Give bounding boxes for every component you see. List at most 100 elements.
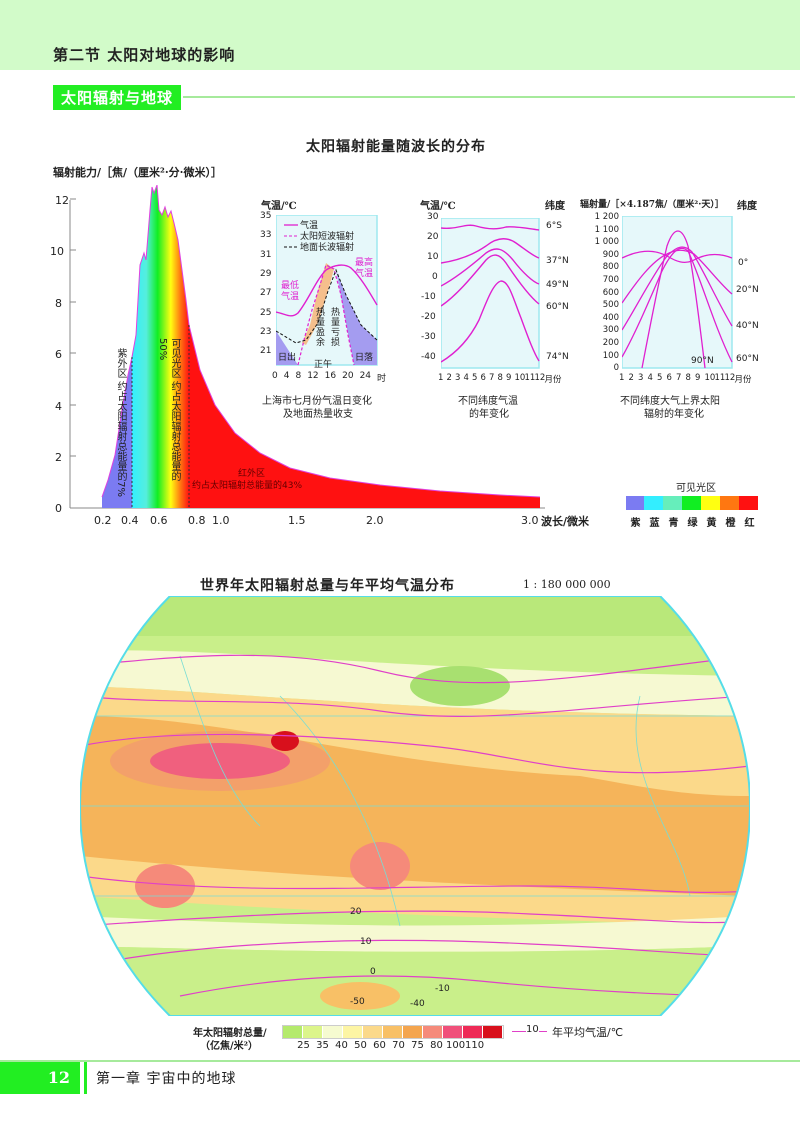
xtick: 4 (463, 373, 469, 383)
xtick: 10 (514, 373, 526, 383)
world-map: 20 10 0 -10 -40 -50 (80, 596, 750, 1016)
legend-label: 蓝 (649, 518, 660, 529)
lat-temp-ytick: 30 (427, 212, 439, 222)
series-label-0: 0° (738, 258, 749, 268)
shanghai-legend-shortwave: 太阳短波辐射 (300, 232, 355, 242)
ytick: 700 (602, 274, 619, 285)
legend-label: 紫 (630, 518, 641, 529)
series-label-49n: 49°N (546, 280, 569, 290)
ytick: 1 000 (594, 237, 619, 248)
legend-swatch (403, 1026, 423, 1038)
section-divider (183, 96, 795, 98)
annotation-sunrise: 日出 (278, 353, 297, 363)
lat-temp-ytick: 0 (432, 272, 438, 282)
xtick: 5 (657, 373, 663, 383)
xtick: 10 (704, 373, 716, 383)
ir-region-label-2: 约占太阳辐射总能量的43% (192, 481, 303, 491)
xtick: 1 (619, 373, 625, 383)
spectrum-y-label: 辐射能力/［焦/（厘米²·分·微米）］ (53, 166, 223, 179)
lat-temp-right-label: 纬度 (545, 201, 565, 212)
shanghai-y-label: 气温/℃ (261, 201, 297, 212)
isotherm-legend-value: 10 (526, 1024, 539, 1035)
visible-legend-labels: 紫 蓝 青 绿 黄 橙 红 (626, 514, 759, 529)
xtick: 8 (497, 373, 503, 383)
legend-label: 青 (668, 518, 679, 529)
swatch-cyan (663, 496, 682, 510)
radiation-yticks: 1 200 1 100 1 000 900 800 700 600 500 40… (587, 211, 619, 375)
isotherm-legend-label: 年平均气温/℃ (552, 1026, 624, 1039)
ytick: 1 200 (594, 212, 619, 222)
isotherm-label: 20 (350, 907, 362, 917)
isotherm-label: 10 (360, 937, 372, 947)
lat-temp-caption-1: 不同纬度气温 (458, 396, 518, 407)
chapter-section-title: 第二节 太阳对地球的影响 (53, 46, 236, 64)
series-label-37n: 37°N (546, 256, 569, 266)
lat-temp-ytick: -20 (421, 312, 436, 322)
ytick: 300 (602, 325, 619, 336)
map-scale: 1 : 180 000 000 (523, 578, 611, 591)
xtick: 7 (489, 373, 495, 383)
xtick: 5 (472, 373, 478, 383)
xtick: 2 (628, 373, 634, 383)
legend-value: 60 (373, 1040, 386, 1051)
annotation-sunset: 日落 (355, 353, 374, 363)
xtick: 0 (272, 371, 278, 381)
visible-color-bar (626, 496, 758, 510)
isotherm-legend-line (539, 1031, 547, 1032)
swatch-yellow (701, 496, 720, 510)
xtick: 3 (638, 373, 644, 383)
legend-swatch (423, 1026, 443, 1038)
map-title: 世界年太阳辐射总量与年平均气温分布 (200, 578, 455, 594)
swatch-red (739, 496, 758, 510)
xtick: 24 (359, 371, 372, 381)
spectrum-x-label: 波长/微米 (541, 515, 590, 528)
shanghai-ytick: 25 (260, 308, 272, 318)
swatch-blue (644, 496, 663, 510)
header-band (0, 0, 800, 70)
lat-temp-ytick: 10 (427, 252, 439, 262)
x-unit: 月份 (544, 375, 562, 385)
radiation-legend-values: 25 35 40 50 60 70 75 80 100 110 (294, 1040, 484, 1051)
legend-label: 绿 (687, 518, 698, 529)
spectrum-xtick: 0.2 (94, 514, 112, 527)
swatch-orange (720, 496, 739, 510)
xtick: 9 (695, 373, 701, 383)
shanghai-chart (276, 215, 378, 366)
ytick: 1 100 (594, 224, 619, 235)
legend-swatch (283, 1026, 303, 1038)
legend-value: 50 (354, 1040, 367, 1051)
annotation-max-temp: 最高气温 (355, 258, 374, 279)
annotation-heat-deficit: 热量亏损 (331, 308, 341, 348)
latitude-temp-chart (441, 218, 540, 369)
page-number-box: 12 (0, 1062, 80, 1094)
lat-temp-xticks: 1 2 3 4 5 6 7 8 9 10 11 12 月份 (438, 373, 562, 385)
series-label-60n: 60°N (736, 354, 759, 364)
radiation-caption-1: 不同纬度大气上界太阳 (620, 396, 720, 407)
legend-label: 橙 (725, 518, 736, 529)
radiation-caption-2: 辐射的年变化 (644, 409, 704, 420)
xtick: 7 (676, 373, 682, 383)
isotherm-label: -50 (350, 997, 365, 1007)
spectrum-xtick: 0.6 (150, 514, 168, 527)
legend-label: 红 (744, 518, 755, 529)
shanghai-ytick: 31 (260, 250, 272, 260)
series-label-60n: 60°N (546, 302, 569, 312)
swatch-violet (626, 496, 644, 510)
lat-temp-ytick: -30 (421, 332, 436, 342)
spectrum-xtick: 1.5 (288, 514, 306, 527)
legend-value: 25 (297, 1040, 310, 1051)
legend-swatch (463, 1026, 483, 1038)
legend-value: 35 (316, 1040, 329, 1051)
ytick: 400 (602, 312, 619, 323)
legend-value: 70 (392, 1040, 405, 1051)
shanghai-caption-2: 及地面热量收支 (283, 409, 353, 420)
isotherm-legend-line (512, 1031, 526, 1032)
shanghai-ytick: 33 (260, 230, 272, 240)
xtick: 8 (295, 371, 302, 381)
legend-value: 80 (430, 1040, 443, 1051)
ytick: 800 (602, 262, 619, 273)
visible-legend-title: 可见光区 (676, 483, 716, 494)
lat-temp-caption-2: 的年变化 (469, 409, 509, 420)
xtick: 6 (666, 373, 672, 383)
legend-swatch (303, 1026, 323, 1038)
